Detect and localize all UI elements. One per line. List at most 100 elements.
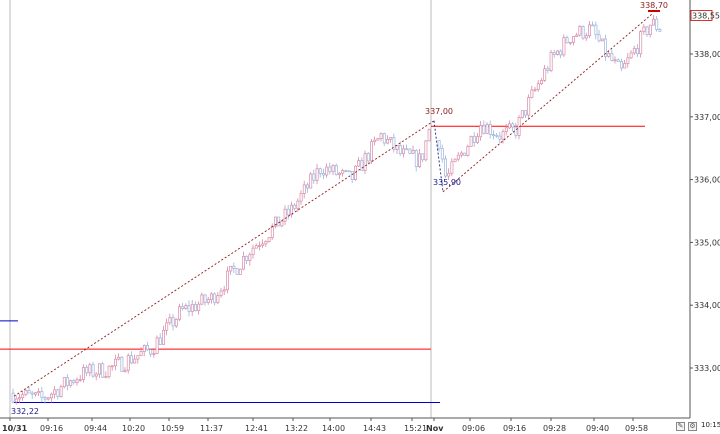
candle-body xyxy=(123,369,127,372)
candle-body xyxy=(306,184,309,189)
candle xyxy=(242,251,245,271)
candle xyxy=(210,292,213,304)
candle-body xyxy=(366,153,370,162)
candle-body xyxy=(270,225,274,238)
candle-body xyxy=(187,305,191,312)
candle-body xyxy=(146,344,149,351)
candle-body xyxy=(613,59,617,62)
candle-body xyxy=(325,166,329,176)
candle xyxy=(133,354,137,364)
candle xyxy=(229,265,233,275)
candle xyxy=(572,36,575,46)
candle-body xyxy=(629,52,633,59)
x-tick-label: 13:22 xyxy=(285,424,308,433)
x-tick-label: Nov xyxy=(426,424,444,433)
candle xyxy=(421,153,425,163)
candle xyxy=(104,371,108,379)
candle-body xyxy=(235,268,239,275)
candle xyxy=(527,94,531,120)
draw-tool-icon[interactable]: ✎ xyxy=(676,422,685,431)
candle-body xyxy=(421,153,425,161)
candle-body xyxy=(178,306,181,320)
candle-body xyxy=(238,268,242,275)
x-tick-label: 11:37 xyxy=(200,424,223,433)
candle-body xyxy=(264,241,268,245)
candle xyxy=(623,60,627,69)
candle xyxy=(149,348,153,358)
candle-body xyxy=(98,363,101,375)
candle-body xyxy=(347,170,351,173)
candle-body xyxy=(158,337,162,345)
candle-body xyxy=(110,365,114,368)
candle-body xyxy=(107,365,111,377)
candle-body xyxy=(408,148,412,154)
x-tick-label: 09:44 xyxy=(84,424,107,433)
candle-body xyxy=(469,135,473,147)
candle-body xyxy=(194,304,197,312)
candle xyxy=(392,133,396,153)
x-tick-label: 09:40 xyxy=(586,424,609,433)
candle xyxy=(588,20,591,39)
candle xyxy=(495,132,499,138)
candle xyxy=(386,135,389,145)
candle xyxy=(69,379,73,388)
candle-body xyxy=(414,150,418,168)
candle-body xyxy=(267,237,271,242)
candle-body xyxy=(520,110,524,118)
candle-body xyxy=(261,243,265,246)
candle-body xyxy=(328,166,332,173)
candle-body xyxy=(354,165,357,180)
candle-body xyxy=(386,139,389,144)
candle-body xyxy=(309,173,313,189)
candle xyxy=(520,110,524,119)
candle xyxy=(485,122,489,134)
candle xyxy=(402,144,405,158)
candle-body xyxy=(331,165,335,173)
candle xyxy=(604,34,607,61)
candle-body xyxy=(466,146,470,156)
candle-body xyxy=(213,293,217,304)
candle xyxy=(411,145,415,154)
candle-body xyxy=(495,134,499,137)
candle-body xyxy=(200,294,204,305)
price-annotation-label: 332,22 xyxy=(11,407,39,416)
candle-body xyxy=(575,34,579,37)
candle-body xyxy=(444,158,447,177)
candle xyxy=(187,300,191,317)
y-axis: 333,00 334,00 335,00 336,00 337,00 338,00 xyxy=(689,0,720,418)
candle xyxy=(190,300,194,317)
price-annotation-label: 335,90 xyxy=(433,178,461,187)
candle-body xyxy=(440,148,444,160)
candle xyxy=(328,162,332,175)
candle-body xyxy=(11,392,15,403)
settings-icon[interactable]: ⚙ xyxy=(688,422,697,431)
candle xyxy=(27,386,31,394)
candle xyxy=(648,24,652,38)
candle xyxy=(543,64,547,82)
candle-body xyxy=(53,389,57,395)
candle xyxy=(581,25,585,41)
candle-body xyxy=(373,139,377,143)
candle xyxy=(120,356,124,372)
candle xyxy=(366,151,370,165)
candle xyxy=(88,362,92,377)
candle xyxy=(476,132,479,145)
candle-body xyxy=(642,26,646,32)
candle-body xyxy=(581,26,585,39)
candle xyxy=(85,364,89,377)
candle xyxy=(290,201,293,218)
candle xyxy=(379,132,383,142)
candle xyxy=(117,353,121,361)
candle xyxy=(194,301,197,312)
candle-body xyxy=(338,172,341,175)
candle-body xyxy=(21,394,25,398)
candle-body xyxy=(101,363,105,378)
candle xyxy=(552,49,556,58)
candle-body xyxy=(552,52,556,55)
candle xyxy=(78,374,82,383)
candle-body xyxy=(69,380,73,386)
candle xyxy=(299,190,303,205)
candle-body xyxy=(565,37,569,44)
candle-body xyxy=(91,364,95,377)
candle xyxy=(472,132,476,147)
